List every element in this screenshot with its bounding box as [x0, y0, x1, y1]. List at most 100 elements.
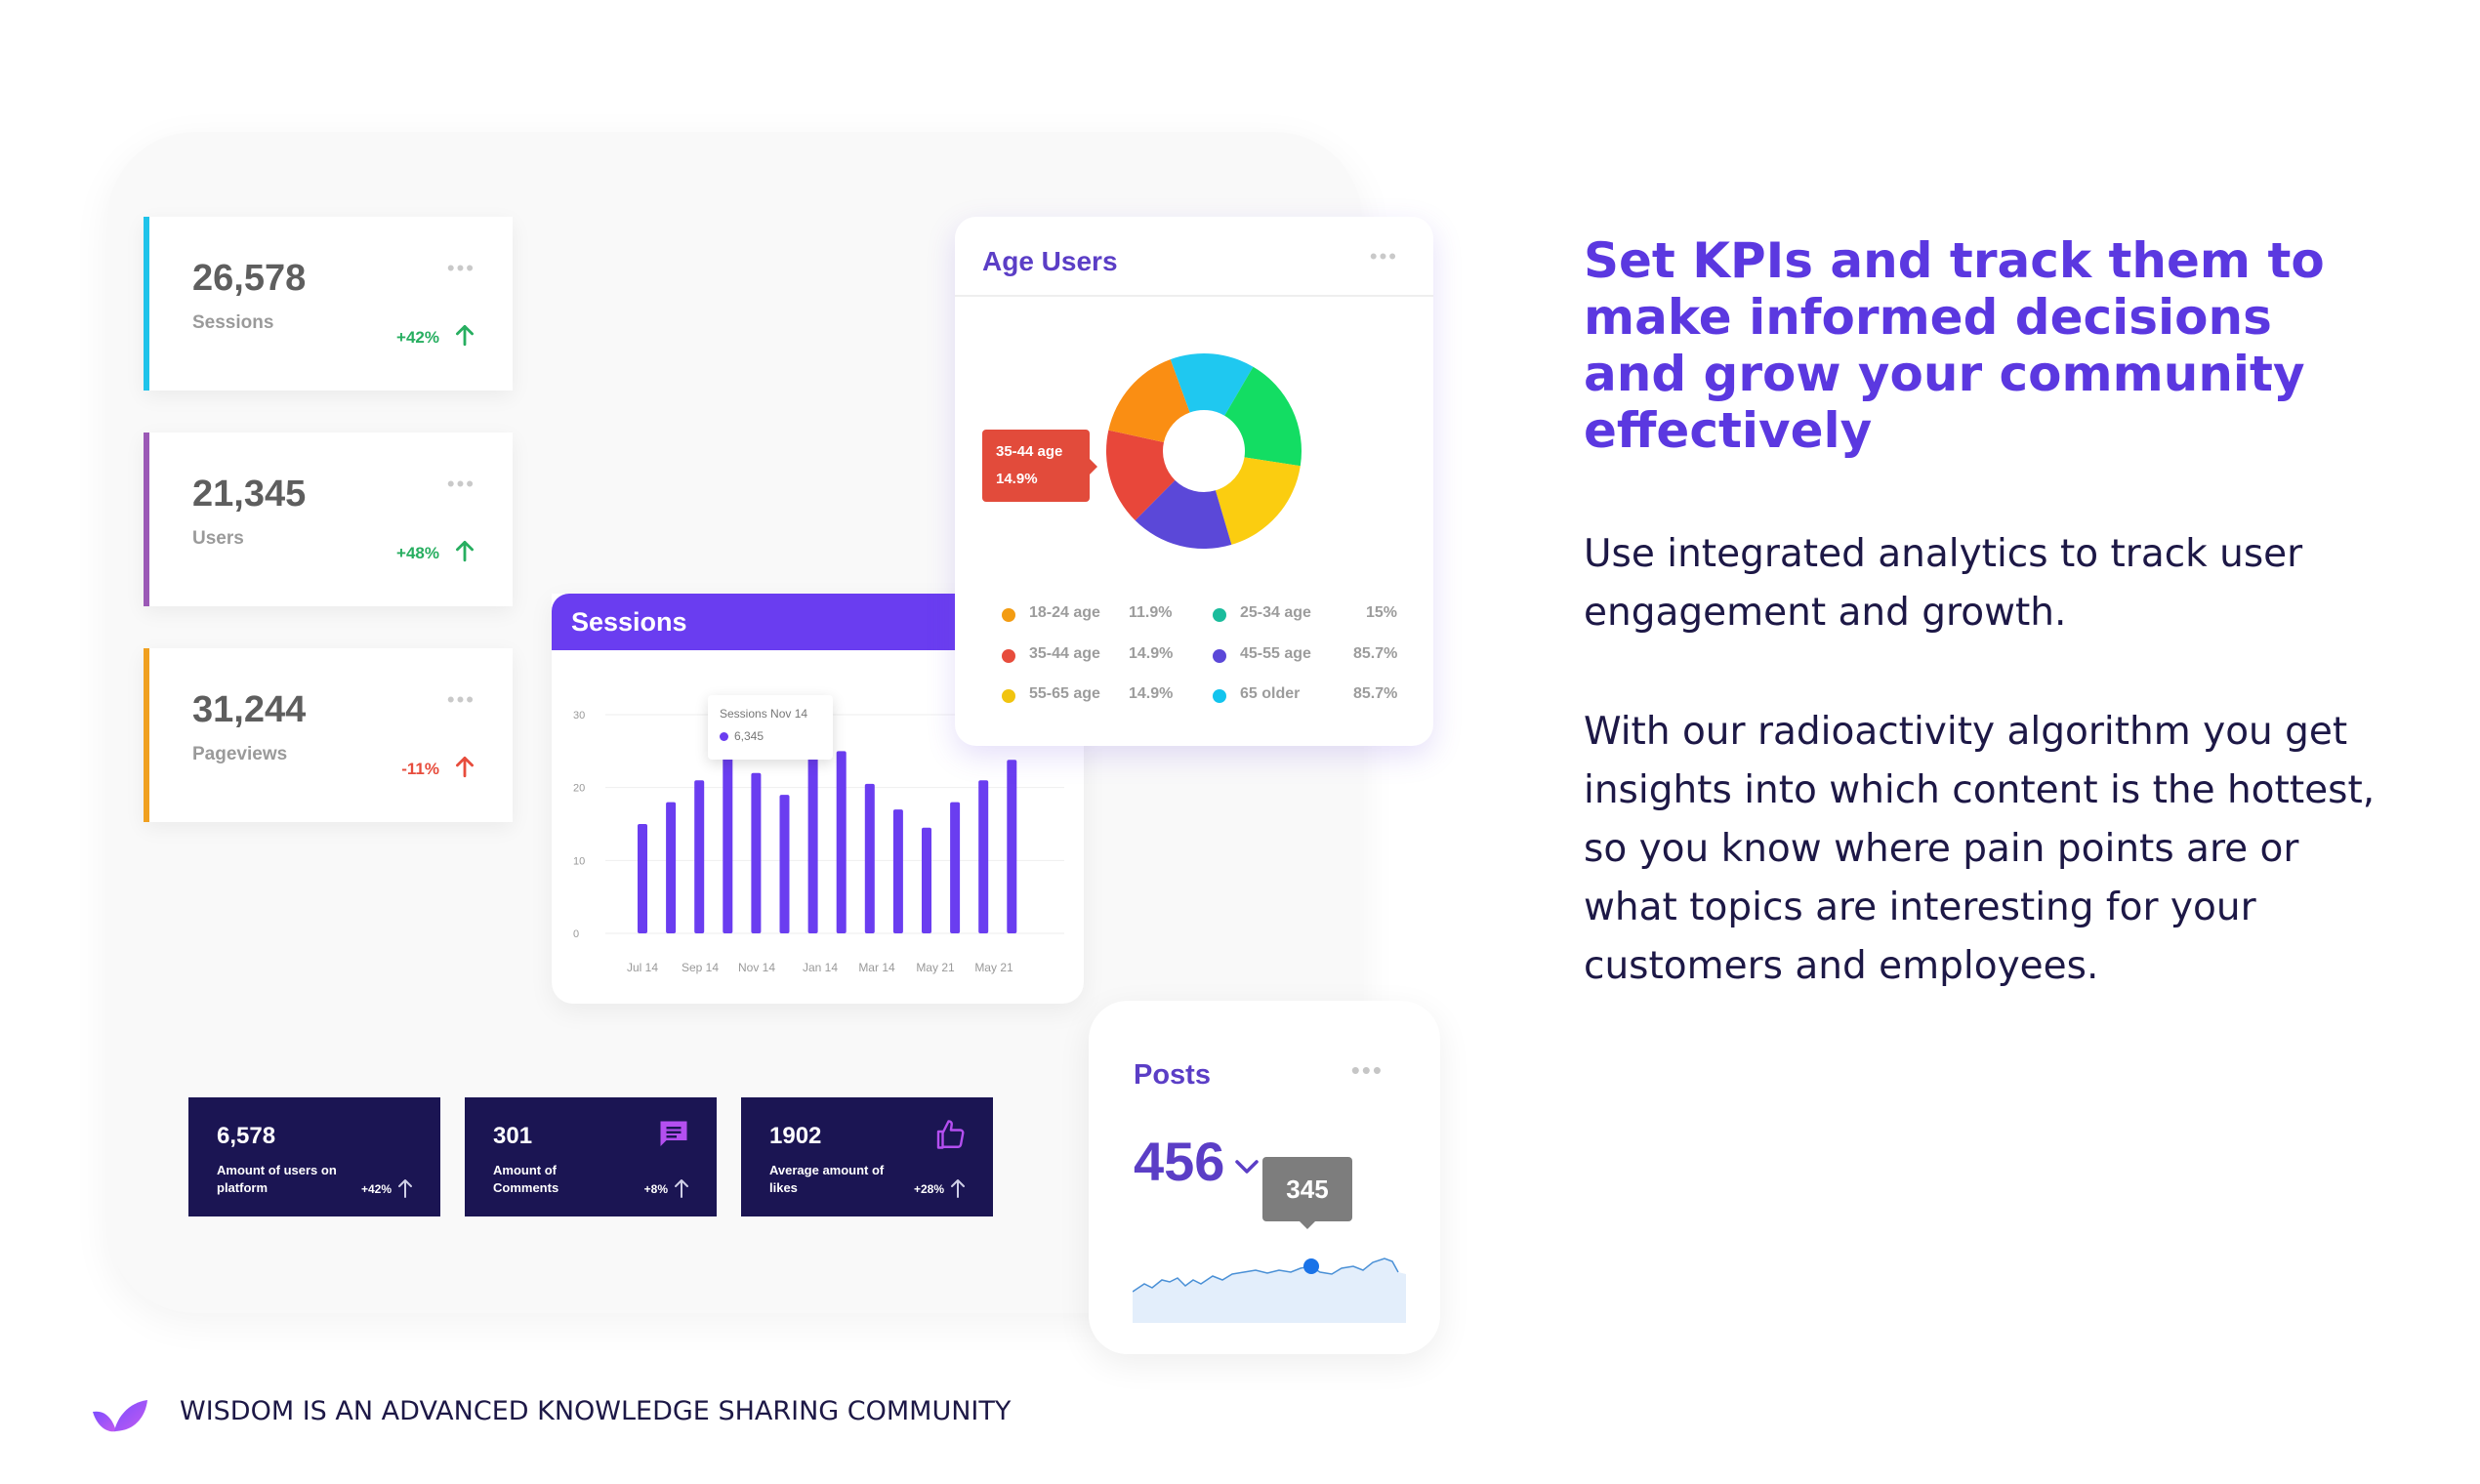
- legend-value: 11.9%: [1129, 604, 1173, 621]
- session-bar[interactable]: [978, 780, 989, 933]
- stat-value: 31,244: [192, 689, 307, 730]
- metric-value: 1902: [769, 1123, 822, 1149]
- legend-dot-icon: [1002, 608, 1015, 622]
- stat-accent-bar: [144, 433, 149, 606]
- more-options-icon[interactable]: •••: [446, 256, 475, 280]
- stat-value: 21,345: [192, 474, 307, 515]
- tooltip-value: 14.9%: [996, 471, 1038, 487]
- metric-value: 301: [493, 1123, 533, 1149]
- age-users-card: Age Users ••• 35-44 age 14.9% 18-24 age …: [955, 217, 1433, 746]
- stat-change: +48%: [396, 544, 439, 562]
- x-tick-label: May 21: [974, 961, 1013, 974]
- stat-change: -11%: [401, 760, 439, 778]
- session-bar[interactable]: [950, 802, 961, 933]
- session-bar[interactable]: [779, 795, 790, 933]
- stat-card-sessions[interactable]: 26,578 Sessions ••• +42%: [144, 217, 513, 391]
- tooltip-label: 35-44 age: [996, 443, 1063, 460]
- donut-slice[interactable]: [1106, 430, 1176, 521]
- session-bar[interactable]: [1007, 760, 1017, 933]
- more-options-icon[interactable]: •••: [446, 687, 475, 712]
- arrow-up-icon: [398, 1179, 412, 1198]
- legend-dot-icon: [1002, 689, 1015, 703]
- sparkline-marker[interactable]: [1303, 1258, 1319, 1274]
- legend-value: 85.7%: [1353, 685, 1398, 702]
- donut-tooltip: 35-44 age 14.9%: [982, 430, 1097, 502]
- metric-change: +8%: [643, 1182, 668, 1196]
- legend-value: 85.7%: [1353, 645, 1398, 662]
- donut-slice[interactable]: [1215, 457, 1301, 545]
- x-tick-label: Sep 14: [682, 961, 719, 974]
- metric-change: +42%: [360, 1182, 392, 1196]
- legend-label: 18-24 age: [1029, 604, 1100, 621]
- comment-icon: [660, 1121, 687, 1146]
- paragraph-intro: Use integrated analytics to track user e…: [1584, 532, 2303, 635]
- stat-accent-bar: [144, 648, 149, 822]
- footer-tagline: WISDOM IS AN ADVANCED KNOWLEDGE SHARING …: [180, 1396, 1012, 1426]
- x-tick-label: Nov 14: [738, 961, 775, 974]
- metric-label: Amount of users on platform: [217, 1163, 337, 1195]
- more-options-icon[interactable]: •••: [446, 472, 475, 496]
- session-bar[interactable]: [666, 802, 677, 933]
- stat-label: Users: [192, 528, 244, 549]
- y-tick-label: 20: [573, 783, 585, 795]
- x-tick-label: Jul 14: [627, 961, 658, 974]
- stat-accent-bar: [144, 217, 149, 391]
- chart-tooltip: Sessions Nov 14 6,345: [708, 695, 833, 760]
- arrow-up-icon: [456, 540, 474, 562]
- x-tick-label: Jan 14: [803, 961, 838, 974]
- more-options-icon[interactable]: •••: [1350, 1055, 1384, 1085]
- session-bar[interactable]: [751, 772, 762, 933]
- y-tick-label: 10: [573, 855, 585, 867]
- chevron-down-icon[interactable]: [1233, 1157, 1261, 1176]
- sessions-bar-chart: 0 10 20 30 Jul 14 Sep 14 Nov 14 Jan 14 Mar 14 Ma…: [573, 710, 1064, 974]
- arrow-up-icon: [456, 756, 474, 778]
- legend-value: 14.9%: [1129, 685, 1174, 702]
- y-tick-label: 0: [573, 928, 579, 940]
- stat-card-pageviews[interactable]: 31,244 Pageviews ••• -11%: [144, 648, 513, 822]
- stat-label: Sessions: [192, 312, 274, 333]
- metric-tile-comments[interactable]: 301 Amount of Comments +8%: [465, 1097, 717, 1216]
- stat-card-users[interactable]: 21,345 Users ••• +48%: [144, 433, 513, 606]
- legend-dot-icon: [1213, 689, 1226, 703]
- session-bar[interactable]: [892, 809, 903, 933]
- metric-change: +28%: [913, 1182, 944, 1196]
- legend-value: 15%: [1366, 604, 1398, 621]
- arrow-up-icon: [675, 1179, 688, 1198]
- metric-value: 6,578: [217, 1123, 276, 1149]
- tooltip-value: 6,345: [734, 729, 765, 743]
- session-bar[interactable]: [694, 780, 705, 933]
- legend-label: 35-44 age: [1029, 645, 1100, 662]
- donut-slice[interactable]: [1170, 353, 1254, 416]
- sessions-chart-title: Sessions: [571, 607, 687, 637]
- posts-sparkline: [1133, 1257, 1406, 1323]
- legend-dot-icon: [1213, 608, 1226, 622]
- metric-tile-users[interactable]: 6,578 Amount of users on platform +42%: [188, 1097, 440, 1216]
- age-users-title: Age Users: [982, 246, 1118, 276]
- arrow-up-icon: [456, 324, 474, 347]
- stat-value: 26,578: [192, 258, 307, 299]
- posts-title: Posts: [1134, 1059, 1211, 1091]
- metric-label: Amount of Comments: [493, 1163, 559, 1195]
- session-bar[interactable]: [723, 755, 733, 933]
- session-bar[interactable]: [836, 751, 847, 933]
- more-options-icon[interactable]: •••: [1369, 244, 1398, 268]
- metric-tile-likes[interactable]: 1902 Average amount of likes +28%: [741, 1097, 993, 1216]
- session-bar[interactable]: [638, 824, 647, 933]
- headline: Set KPIs and track them to make informed…: [1584, 232, 2325, 459]
- stat-label: Pageviews: [192, 744, 288, 764]
- posts-value: 456: [1134, 1131, 1225, 1192]
- session-bar[interactable]: [922, 827, 931, 933]
- age-donut-chart[interactable]: [1101, 349, 1306, 554]
- session-bar[interactable]: [807, 755, 818, 933]
- legend-label: 45-55 age: [1240, 645, 1311, 662]
- session-bar[interactable]: [864, 783, 875, 933]
- paragraph-detail: With our radioactivity algorithm you get…: [1584, 710, 2376, 988]
- x-tick-label: Mar 14: [858, 961, 895, 974]
- divider: [955, 295, 1433, 297]
- x-tick-label: May 21: [916, 961, 955, 974]
- donut-slice[interactable]: [1108, 359, 1190, 443]
- posts-card: Posts ••• 456 345: [1089, 1001, 1440, 1354]
- donut-slice[interactable]: [1135, 479, 1232, 549]
- donut-slice[interactable]: [1224, 366, 1302, 467]
- legend-label: 25-34 age: [1240, 604, 1311, 621]
